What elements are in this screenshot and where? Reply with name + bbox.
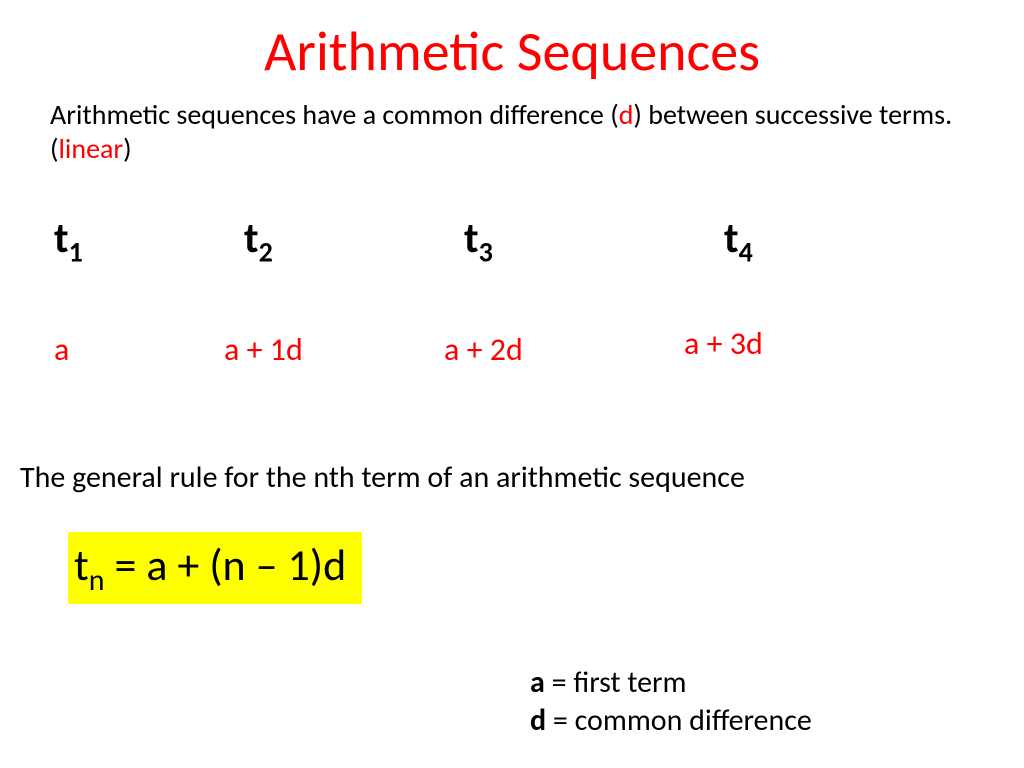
intro-part1: Arithmetic sequences have a common diffe… — [50, 97, 619, 132]
term-t1: t1 — [54, 213, 244, 269]
term-t2: t2 — [244, 213, 464, 269]
term-t4-sub: 4 — [739, 235, 753, 270]
term-t1-sub: 1 — [69, 235, 83, 270]
intro-text: Arithmetic sequences have a common diffe… — [0, 98, 1024, 165]
value-4: a + 3d — [684, 324, 763, 369]
terms-row: t1 t2 t3 t4 — [0, 213, 1024, 269]
term-t3-base: t — [464, 213, 479, 264]
legend-d-sym: d — [530, 702, 546, 739]
formula-base: t — [74, 538, 89, 592]
term-t2-base: t — [244, 213, 259, 264]
formula-highlight: tn = a + (n – 1)d — [68, 532, 362, 605]
intro-part3: ) — [123, 131, 132, 166]
legend-d: d = common difference — [530, 702, 812, 740]
value-3: a + 2d — [444, 330, 684, 369]
legend: a = first term d = common difference — [530, 664, 812, 739]
legend-d-desc: = common difference — [546, 702, 812, 739]
legend-a: a = first term — [530, 664, 812, 702]
values-row: a a + 1d a + 2d a + 3d — [0, 330, 1024, 369]
general-rule-text: The general rule for the nth term of an … — [0, 459, 1024, 496]
formula-sub: n — [89, 561, 105, 598]
term-t2-sub: 2 — [259, 235, 273, 270]
term-t3: t3 — [464, 213, 724, 269]
term-t4: t4 — [724, 213, 753, 269]
value-2: a + 1d — [224, 330, 444, 369]
legend-a-desc: = first term — [545, 664, 687, 701]
slide-title: Arithmetic Sequences — [0, 0, 1024, 98]
intro-d: d — [619, 97, 634, 132]
term-t4-base: t — [724, 213, 739, 264]
term-t3-sub: 3 — [479, 235, 493, 270]
formula-rest: = a + (n – 1)d — [105, 538, 347, 592]
value-1: a — [54, 330, 224, 369]
legend-a-sym: a — [530, 664, 545, 701]
term-t1-base: t — [54, 213, 69, 264]
intro-linear: linear — [59, 131, 124, 166]
